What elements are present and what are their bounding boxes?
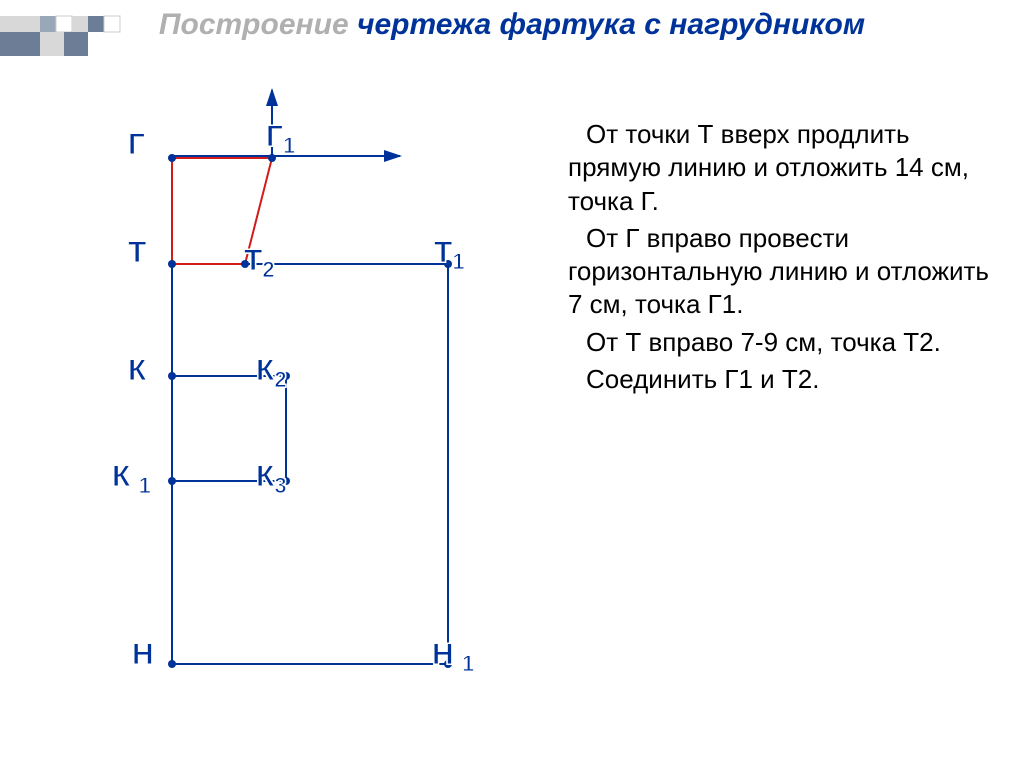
point-label: Г1: [266, 120, 295, 159]
instruction-p2: От Г вправо провести горизонтальную лини…: [568, 222, 1000, 322]
corner-decoration: [0, 0, 140, 60]
point-label: К: [128, 354, 146, 388]
title-part-blue: чертежа фартука с нагрудником: [349, 8, 865, 41]
technical-diagram: Г Г1 Т Т2 Т1 К К2 К 1 К3 Н Н 1: [0, 86, 560, 766]
instruction-p3: От Т вправо 7-9 см, точка Т2.: [568, 326, 1000, 359]
instructions-text: От точки Т вверх продлить прямую линию и…: [560, 86, 1000, 766]
point-label: Т: [128, 236, 146, 270]
point-label: Н 1: [432, 638, 474, 677]
point-label: Т1: [434, 236, 465, 275]
page-title: Построение чертежа фартука с нагрудником: [0, 0, 1024, 42]
point-label: К 1: [112, 460, 151, 499]
point-label: Г: [128, 128, 145, 162]
point-label: К3: [256, 460, 287, 499]
instruction-p1: От точки Т вверх продлить прямую линию и…: [568, 118, 1000, 218]
point-label: Т2: [244, 244, 275, 283]
instruction-p4: Соединить Г1 и Т2.: [568, 363, 1000, 396]
point-label: К2: [256, 354, 287, 393]
content: Г Г1 Т Т2 Т1 К К2 К 1 К3 Н Н 1 От точки Т вверх пр…: [0, 86, 1000, 766]
title-part-gray: Построение: [159, 8, 349, 41]
point-label: Н: [132, 638, 154, 672]
